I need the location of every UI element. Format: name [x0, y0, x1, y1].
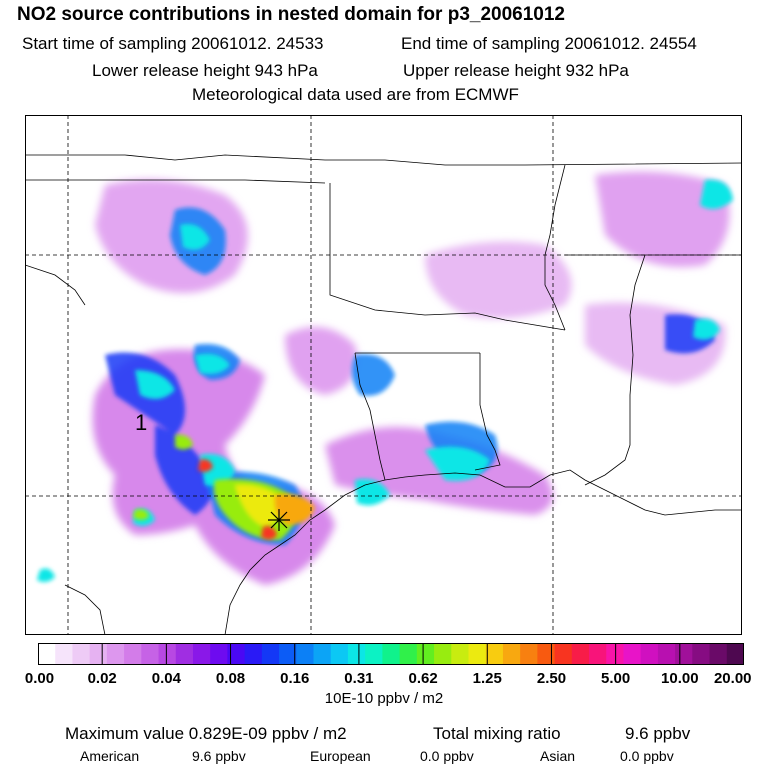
colorbar-swatch	[537, 643, 556, 665]
colorbar-tick-label: 1.25	[472, 670, 502, 687]
colorbar-tick-label: 0.04	[151, 670, 181, 687]
end-time-label: End time of sampling 20061012. 24554	[401, 34, 697, 53]
plume-field-orange-red	[198, 459, 315, 540]
colorbar-swatch	[451, 643, 469, 665]
colorbar-swatch	[675, 643, 693, 665]
colorbar-swatch	[399, 643, 418, 665]
colorbar-swatch	[89, 643, 108, 665]
chart-title: NO2 source contributions in nested domai…	[17, 4, 565, 25]
upper-release-height-label: Upper release height 932 hPa	[403, 61, 629, 80]
colorbar-swatch	[623, 643, 642, 665]
colorbar-swatch	[175, 643, 194, 665]
start-time-label: Start time of sampling 20061012. 24533	[22, 34, 324, 53]
colorbar-swatch	[382, 643, 401, 665]
total-mixing-ratio-value: 9.6 ppbv	[625, 724, 691, 743]
asian-label: Asian	[540, 748, 576, 764]
plume-field-cyan	[37, 179, 733, 582]
american-label: American	[80, 748, 140, 764]
colorbar-swatch	[106, 643, 125, 665]
colorbar-swatch	[244, 643, 263, 665]
colorbar-swatch	[192, 643, 211, 665]
colorbar	[38, 643, 744, 665]
colorbar-swatch	[468, 643, 487, 665]
colorbar-tick-label: 10.00	[661, 670, 699, 687]
colorbar-tick-label: 0.31	[344, 670, 374, 687]
american-value: 9.6 ppbv	[192, 748, 246, 764]
colorbar-swatch	[158, 643, 177, 665]
colorbar-swatch	[347, 643, 366, 665]
colorbar-tick-label: 0.62	[408, 670, 438, 687]
plume-field-green-yellow	[133, 434, 296, 540]
colorbar-swatch	[227, 643, 246, 665]
colorbar-swatch	[554, 643, 573, 665]
colorbar-tick-label: 0.02	[87, 670, 117, 687]
map-frame	[25, 115, 742, 635]
colorbar-swatch	[313, 643, 332, 665]
colorbar-swatch	[38, 643, 56, 665]
colorbar-swatch	[606, 643, 624, 665]
colorbar-swatch	[365, 643, 383, 665]
colorbar-tick-label: 5.00	[601, 670, 631, 687]
colorbar-swatch	[709, 643, 728, 665]
colorbar-swatch	[571, 643, 590, 665]
colorbar-tick-label: 0.08	[215, 670, 246, 687]
colorbar-swatch	[520, 643, 538, 665]
colorbar-swatch	[261, 643, 280, 665]
colorbar-swatch	[657, 643, 676, 665]
met-data-label: Meteorological data used are from ECMWF	[192, 85, 519, 104]
map-boundaries	[25, 154, 742, 635]
colorbar-tick-label: 0.00	[24, 670, 55, 687]
colorbar-units: 10E-10 ppbv / m2	[324, 690, 444, 707]
colorbar-swatch	[640, 643, 659, 665]
colorbar-swatch	[279, 643, 297, 665]
total-mixing-ratio-label: Total mixing ratio	[433, 724, 561, 743]
asian-value: 0.0 ppbv	[620, 748, 674, 764]
colorbar-tick-label: 20.00	[713, 670, 752, 687]
colorbar-swatch	[434, 643, 452, 665]
colorbar-swatch	[485, 643, 504, 665]
max-value-label: Maximum value 0.829E-09 ppbv / m2	[65, 724, 347, 743]
colorbar-swatch	[692, 643, 711, 665]
colorbar-swatch	[296, 643, 315, 665]
colorbar-swatch	[72, 643, 91, 665]
colorbar-swatch	[141, 643, 160, 665]
colorbar-swatch	[124, 643, 142, 665]
colorbar-swatch	[589, 643, 607, 665]
concentration-map	[25, 115, 742, 635]
colorbar-swatch	[330, 643, 349, 665]
colorbar-swatch	[726, 643, 744, 665]
european-value: 0.0 ppbv	[420, 748, 474, 764]
colorbar-tick-label: 0.16	[280, 670, 310, 687]
european-label: European	[310, 748, 371, 764]
source-location-marker	[268, 509, 290, 531]
colorbar-tick-label: 2.50	[536, 670, 567, 687]
lower-release-height-label: Lower release height 943 hPa	[92, 61, 318, 80]
colorbar-swatch	[416, 643, 435, 665]
plot-label: 1	[135, 410, 148, 435]
colorbar-swatch	[55, 643, 73, 665]
colorbar-border	[38, 643, 744, 665]
colorbar-swatch	[502, 643, 521, 665]
colorbar-swatch	[210, 643, 228, 665]
